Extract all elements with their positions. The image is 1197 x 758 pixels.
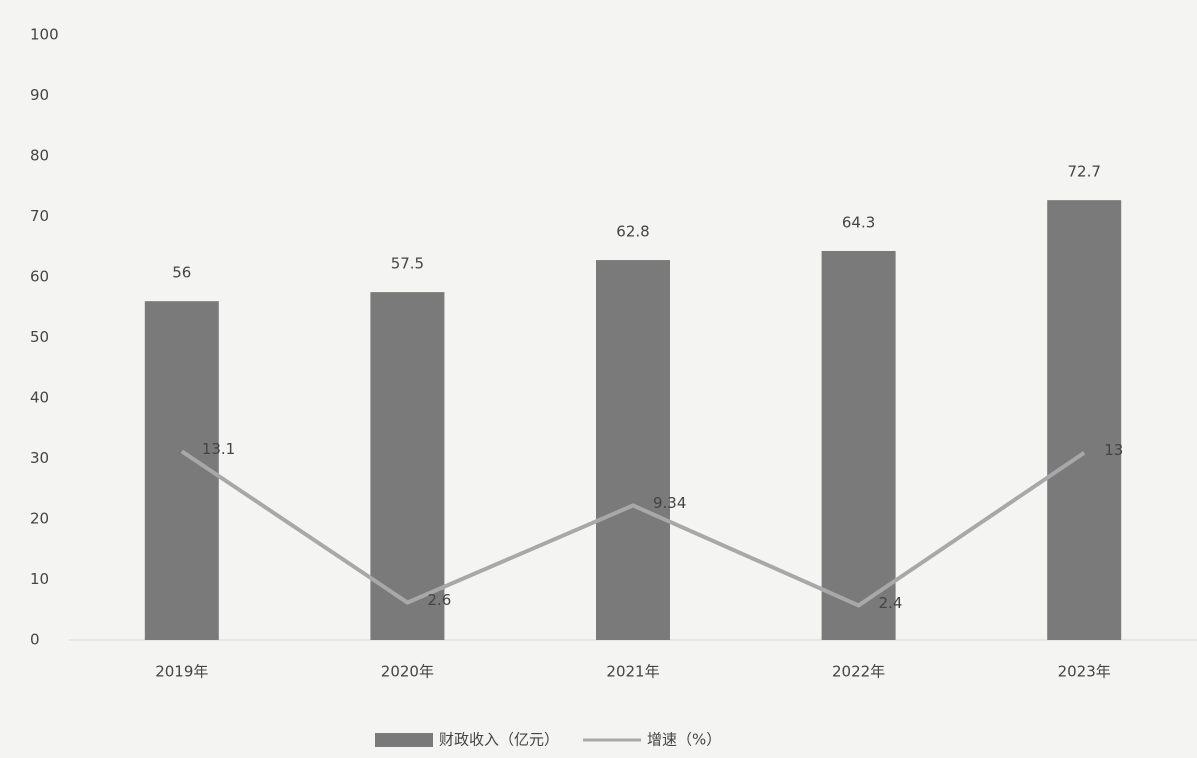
- y-tick-label: 10: [30, 570, 49, 588]
- y-tick-label: 80: [30, 147, 49, 165]
- x-tick-label: 2021年: [606, 663, 659, 681]
- line-value-label: 2.6: [427, 591, 451, 609]
- x-tick-label: 2022年: [832, 663, 885, 681]
- y-tick-label: 30: [30, 449, 49, 467]
- line: [180, 449, 1086, 608]
- y-tick-label: 40: [30, 389, 49, 407]
- bar: [821, 250, 896, 641]
- y-tick-label: 50: [30, 328, 49, 346]
- y-tick-label: 20: [30, 510, 49, 528]
- bar: [596, 260, 670, 640]
- bar: [370, 292, 445, 640]
- bar-value-label: 57.5: [391, 255, 424, 273]
- legend-swatch: [375, 733, 433, 747]
- x-tick-label: 2023年: [1058, 663, 1111, 681]
- x-tick-label: 2019年: [155, 663, 208, 681]
- y-tick-label: 100: [30, 26, 59, 44]
- line-value-label: 13.1: [202, 440, 235, 458]
- legend-label: 增速（%）: [647, 731, 721, 749]
- y-tick-label: 70: [30, 207, 49, 225]
- bar-value-label: 64.3: [842, 213, 875, 231]
- y-tick-label: 0: [30, 631, 40, 649]
- line-value-label: 9.34: [653, 494, 686, 512]
- bar: [1047, 200, 1122, 641]
- bar-value-label: 72.7: [1067, 163, 1100, 181]
- x-tick-label: 2020年: [381, 663, 434, 681]
- legend-label: 财政收入（亿元）: [439, 731, 559, 749]
- line-value-label: 2.4: [879, 594, 903, 612]
- line-value-label: 13: [1104, 441, 1123, 459]
- y-tick-label: 60: [30, 268, 49, 286]
- bar-value-label: 62.8: [616, 223, 649, 241]
- bar-value-label: 56: [172, 264, 191, 282]
- y-tick-label: 90: [30, 86, 49, 104]
- bar: [144, 301, 219, 640]
